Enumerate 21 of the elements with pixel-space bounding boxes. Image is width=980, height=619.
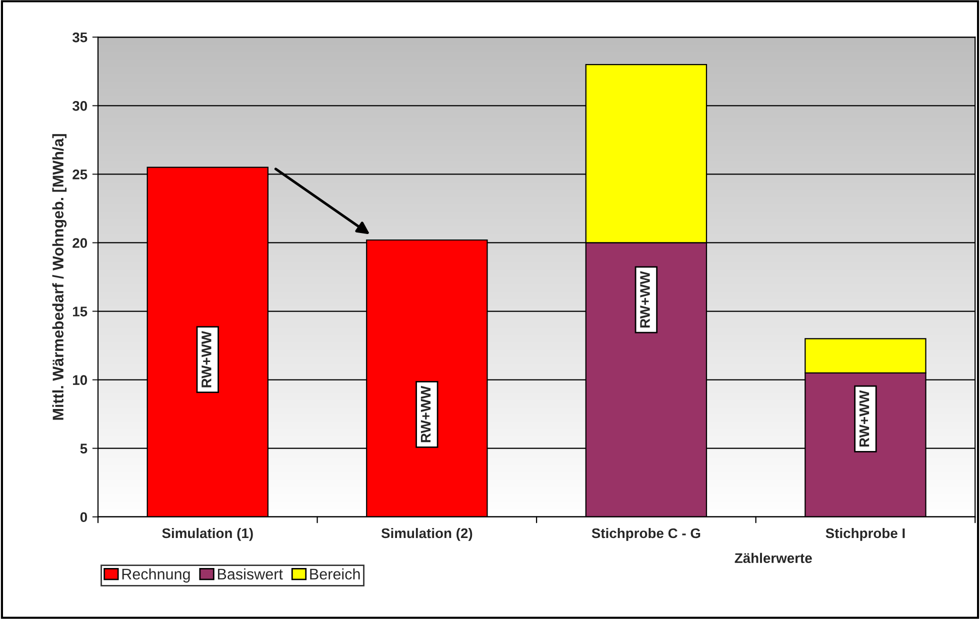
x-tick-label: Stichprobe C - G — [592, 528, 700, 541]
legend-label: Basiswert — [218, 568, 283, 580]
y-tick-label: 25 — [72, 170, 88, 180]
y-tick-label: 20 — [72, 238, 88, 248]
x-tick-label: Simulation (1) — [162, 528, 253, 541]
y-tick-label: 10 — [73, 375, 88, 385]
y-tick-label: 0 — [80, 512, 88, 522]
x-tick-label: Simulation (2) — [381, 528, 472, 541]
annotation: RW+WW — [202, 330, 212, 388]
x-axis-title: Zählerwerte — [734, 552, 812, 564]
y-tick-label: 15 — [73, 306, 88, 316]
annotation: RW+WW — [420, 386, 431, 442]
legend-label: Bereich — [310, 568, 360, 580]
y-tick-label: 35 — [72, 32, 88, 42]
x-tick-label: Stichprobe I — [826, 528, 905, 541]
y-tick-label: 5 — [80, 444, 88, 454]
annotation: RW+WW — [640, 271, 650, 328]
y-tick-label: 30 — [72, 101, 88, 111]
y-axis-title: Mittl. Wärmebedarf / Wohngeb. [MWh/a] — [52, 134, 67, 420]
annotation: RW+WW — [860, 390, 870, 447]
legend-label: Rechnung — [122, 568, 190, 583]
